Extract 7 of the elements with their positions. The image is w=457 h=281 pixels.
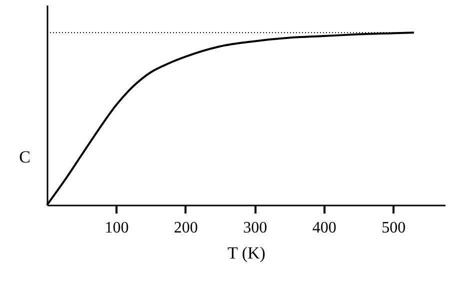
x-axis-title: T (K) [228, 244, 266, 262]
x-tick-label: 500 [382, 220, 406, 236]
x-tick-label: 400 [312, 220, 336, 236]
x-tick-label: 200 [174, 220, 198, 236]
x-tick-label: 100 [104, 220, 129, 236]
y-axis-title: C [19, 148, 30, 166]
x-tick-label: 300 [243, 220, 268, 236]
